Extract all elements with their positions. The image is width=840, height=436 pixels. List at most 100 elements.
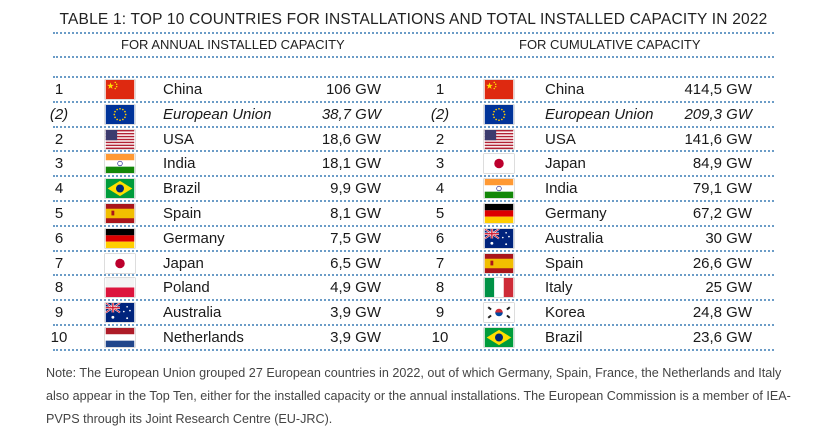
header-divider (53, 56, 774, 58)
annual-country: Brazil (163, 180, 201, 198)
annual-rank: 7 (54, 254, 64, 272)
column-group-headers: FOR ANNUAL INSTALLED CAPACITY FOR CUMULA… (53, 34, 774, 56)
cumulative-rank: 2 (435, 130, 445, 148)
australia-flag-icon (105, 303, 135, 323)
table-top-divider (53, 76, 774, 78)
cumulative-country: Germany (545, 204, 607, 222)
table-row: 7 Japan 6,5 GW 7 Spain 26,6 GW (53, 252, 774, 277)
cumulative-country: Korea (545, 304, 586, 322)
netherlands-flag-icon (105, 327, 135, 347)
annual-rank: 5 (54, 204, 64, 222)
cumulative-rank: 10 (431, 328, 449, 346)
table-row: (2) European Union 38,7 GW (2) European Unio… (50, 103, 774, 128)
germany-flag-icon (105, 228, 135, 248)
table-title: TABLE 1: TOP 10 COUNTRIES FOR INSTALLATI… (59, 11, 768, 28)
annual-header: FOR ANNUAL INSTALLED CAPACITY (121, 37, 345, 52)
cumulative-value: 79,1 GW (692, 180, 752, 198)
cumulative-header: FOR CUMULATIVE CAPACITY (519, 37, 701, 52)
cumulative-value: 30 GW (705, 229, 752, 247)
cumulative-value: 26,6 GW (692, 254, 752, 272)
cumulative-value: 141,6 GW (684, 130, 752, 148)
annual-value: 38,7 GW (321, 105, 381, 123)
cumulative-rank: 4 (435, 180, 445, 198)
table-row: 5 Spain 8,1 GW 5 Germany 67,2 GW (53, 202, 774, 227)
annual-value: 3,9 GW (330, 304, 381, 322)
annual-country: Netherlands (163, 328, 244, 346)
eu-flag-icon (484, 104, 514, 124)
india-flag-icon (484, 179, 514, 199)
cumulative-rank: (2) (430, 105, 450, 123)
cumulative-country: Australia (545, 229, 604, 247)
india-flag-icon (105, 154, 135, 174)
cumulative-rank: 6 (435, 229, 445, 247)
cumulative-country: Italy (545, 279, 573, 297)
cumulative-country: Brazil (545, 328, 583, 346)
annual-country: Japan (163, 254, 204, 272)
table-row: 2 USA 18,6 GW 2 USA 141,6 GW (53, 128, 774, 153)
cumulative-country: European Union (545, 105, 654, 123)
spain-flag-icon (105, 203, 135, 223)
annual-country: European Union (163, 105, 272, 123)
japan-flag-icon (484, 154, 514, 174)
table-row: 3 India 18,1 GW 3 Japan 84,9 GW (53, 152, 774, 178)
cumulative-rank: 3 (435, 155, 445, 173)
capacity-table: TABLE 1: TOP 10 COUNTRIES FOR INSTALLATI… (50, 8, 774, 351)
annual-value: 6,5 GW (330, 254, 381, 272)
annual-value: 18,6 GW (321, 130, 381, 148)
annual-value: 106 GW (325, 81, 381, 98)
annual-value: 7,5 GW (330, 229, 381, 247)
cumulative-country: India (545, 180, 578, 198)
title-divider (53, 32, 774, 34)
annual-rank: 8 (54, 279, 64, 297)
table-row: 10 Netherlands 3,9 GW 10 Brazil 23,6 GW (51, 326, 774, 351)
annual-value: 18,1 GW (321, 155, 381, 173)
usa-flag-icon (105, 129, 135, 149)
annual-rank: 1 (54, 81, 64, 98)
annual-country: Germany (163, 229, 225, 247)
table-row: 9 Australia 3,9 GW 9 Korea 24,8 GW (53, 301, 774, 326)
australia-flag-icon (484, 228, 514, 248)
cumulative-rank: 8 (435, 279, 445, 297)
eu-flag-icon (105, 104, 135, 124)
annual-country: Australia (163, 304, 222, 322)
annual-rank: 4 (54, 180, 64, 198)
usa-flag-icon (484, 129, 514, 149)
cumulative-value: 24,8 GW (692, 304, 752, 322)
annual-value: 9,9 GW (330, 180, 381, 198)
table-row: 4 Brazil 9,9 GW 4 India 79,1 GW (53, 177, 774, 202)
annual-country: China (163, 81, 203, 98)
footnote: Note: The European Union grouped 27 Euro… (46, 366, 791, 426)
table-row: 8 Poland 4,9 GW 8 Italy 25 GW (53, 276, 774, 302)
cumulative-value: 209,3 GW (684, 105, 752, 123)
cumulative-country: China (545, 81, 585, 98)
cumulative-country: Japan (545, 155, 586, 173)
cumulative-country: Spain (545, 254, 584, 272)
annual-rank: (2) (49, 105, 69, 123)
cumulative-value: 414,5 GW (684, 81, 752, 98)
cumulative-rank: 1 (435, 81, 445, 98)
annual-rank: 10 (50, 328, 68, 346)
cumulative-country: USA (545, 130, 576, 148)
korea-flag-icon (484, 303, 514, 323)
annual-rank: 9 (54, 304, 64, 322)
germany-flag-icon (484, 203, 514, 223)
china-flag-icon (484, 80, 514, 99)
cumulative-value: 25 GW (705, 279, 752, 297)
japan-flag-icon (105, 253, 135, 273)
brazil-flag-icon (484, 327, 514, 347)
table-row: 6 Germany 7,5 GW 6 Australia 30 GW (53, 227, 774, 252)
cumulative-value: 84,9 GW (692, 155, 752, 173)
annual-value: 3,9 GW (330, 328, 381, 346)
spain-flag-icon (484, 253, 514, 273)
cumulative-rank: 9 (435, 304, 445, 322)
annual-rank: 3 (54, 155, 64, 173)
italy-flag-icon (484, 278, 514, 298)
poland-flag-icon (105, 278, 135, 298)
brazil-flag-icon (105, 179, 135, 199)
annual-country: Spain (163, 204, 202, 222)
cumulative-rank: 7 (435, 254, 445, 272)
annual-rank: 6 (54, 229, 64, 247)
cumulative-rank: 5 (435, 204, 445, 222)
china-flag-icon (105, 80, 135, 99)
annual-value: 8,1 GW (330, 204, 381, 222)
